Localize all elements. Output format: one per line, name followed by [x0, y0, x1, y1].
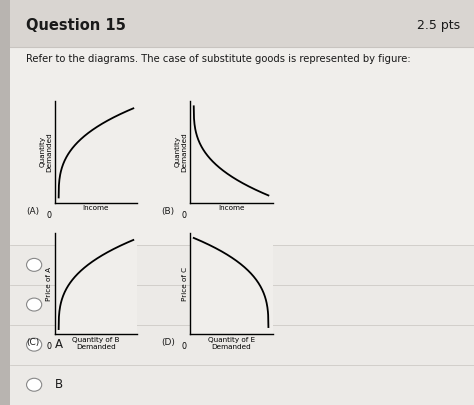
Y-axis label: Price of C: Price of C — [182, 266, 188, 301]
FancyBboxPatch shape — [10, 0, 474, 47]
Text: 0: 0 — [46, 342, 51, 351]
Text: Question 15: Question 15 — [26, 18, 126, 34]
FancyBboxPatch shape — [0, 0, 10, 405]
Text: 0: 0 — [181, 211, 186, 220]
X-axis label: Income: Income — [218, 205, 244, 211]
Circle shape — [27, 298, 42, 311]
Text: (A): (A) — [26, 207, 39, 215]
FancyBboxPatch shape — [10, 245, 474, 405]
Text: A: A — [55, 338, 63, 351]
Circle shape — [27, 258, 42, 271]
Text: Refer to the diagrams. The case of substitute goods is represented by figure:: Refer to the diagrams. The case of subst… — [26, 54, 410, 64]
Y-axis label: Quantity
Demanded: Quantity Demanded — [174, 132, 188, 172]
Text: 0: 0 — [46, 211, 51, 220]
Text: D: D — [55, 298, 64, 311]
Text: (B): (B) — [161, 207, 174, 215]
X-axis label: Quantity of B
Demanded: Quantity of B Demanded — [72, 337, 120, 350]
Text: (C): (C) — [26, 338, 39, 347]
X-axis label: Income: Income — [83, 205, 109, 211]
Text: B: B — [55, 378, 63, 391]
Text: 2.5 pts: 2.5 pts — [417, 19, 460, 32]
Circle shape — [27, 338, 42, 351]
X-axis label: Quantity of E
Demanded: Quantity of E Demanded — [208, 337, 255, 350]
Text: 0: 0 — [181, 342, 186, 351]
FancyBboxPatch shape — [10, 47, 474, 245]
Y-axis label: Price of A: Price of A — [46, 266, 53, 301]
Text: C: C — [55, 258, 63, 271]
Y-axis label: Quantity
Demanded: Quantity Demanded — [39, 132, 53, 172]
Text: (D): (D) — [161, 338, 175, 347]
Circle shape — [27, 378, 42, 391]
